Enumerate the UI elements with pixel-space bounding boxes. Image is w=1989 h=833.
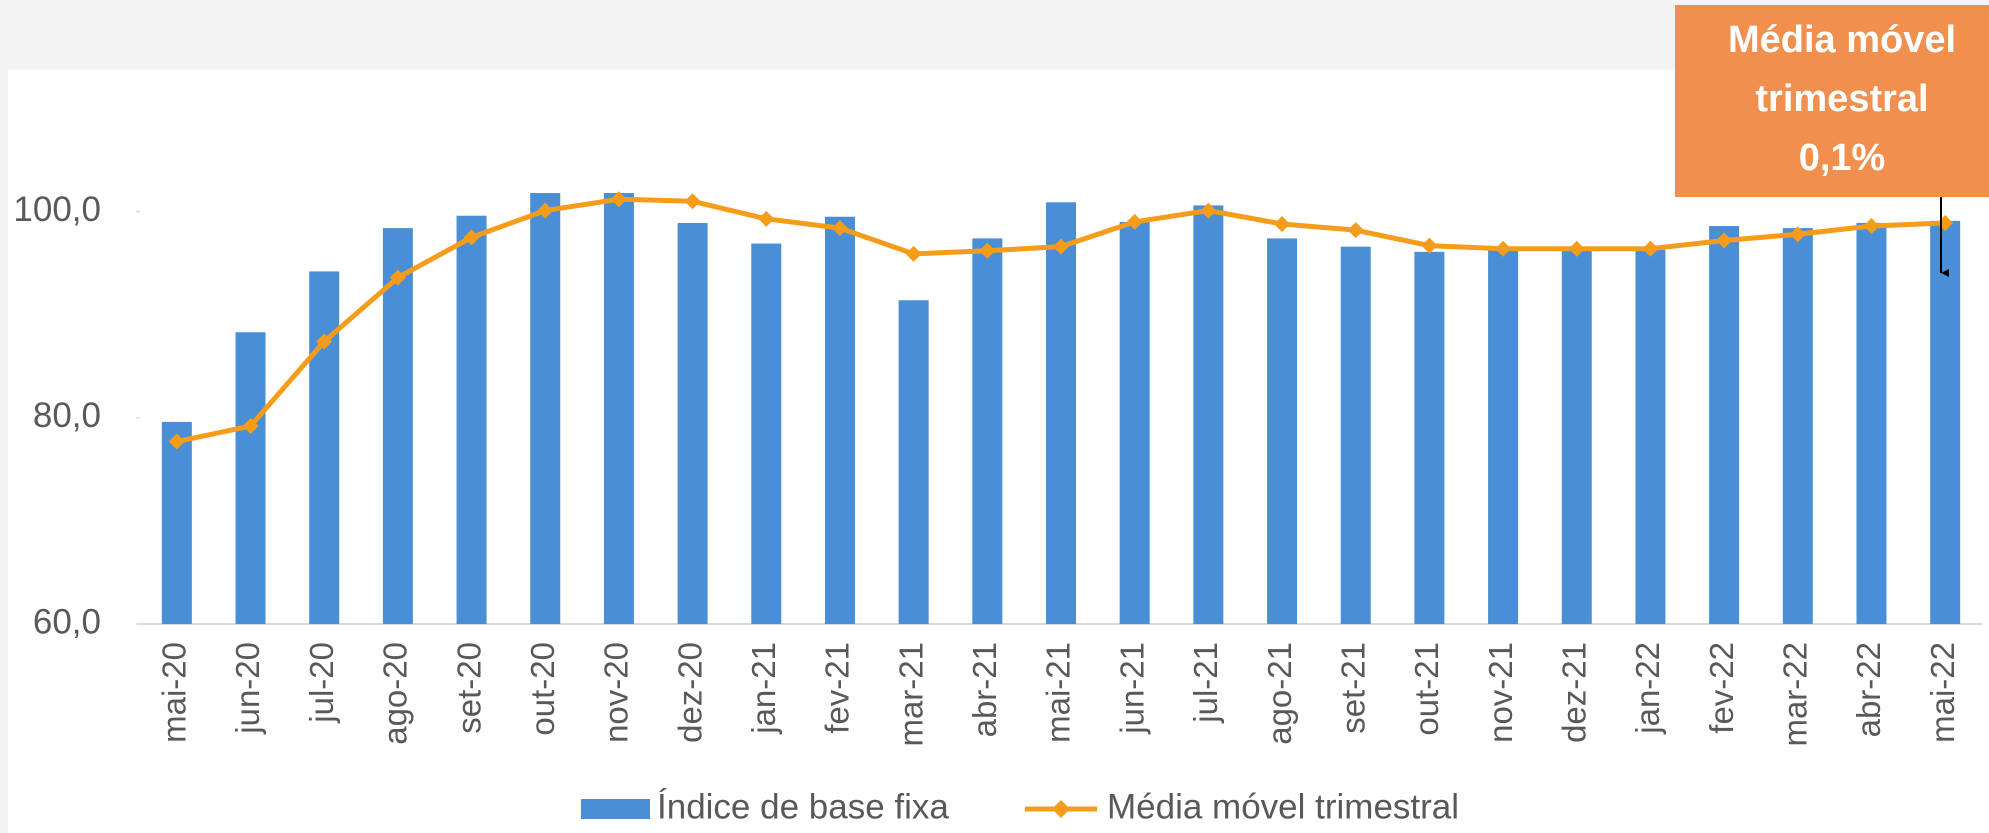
x-tick-label: out-20	[524, 642, 561, 736]
bar	[1635, 249, 1666, 624]
bar	[530, 193, 561, 625]
marker	[1421, 237, 1438, 254]
bar	[1930, 220, 1961, 624]
x-tick-label: jan-22	[1629, 642, 1666, 735]
annotation-text: trimestral	[1755, 78, 1928, 120]
bar	[1267, 238, 1298, 624]
marker	[463, 229, 480, 246]
marker	[1495, 240, 1512, 257]
legend-marker	[1052, 800, 1070, 818]
marker	[1789, 226, 1806, 243]
marker	[1200, 202, 1217, 219]
x-tick-label: nov-21	[1482, 642, 1519, 743]
y-tick-label: 80,0	[33, 396, 101, 435]
x-tick-label: mar-21	[892, 642, 929, 747]
bar	[382, 228, 413, 624]
marker	[242, 418, 259, 435]
marker	[389, 269, 406, 286]
y-tick-label: 100,0	[13, 190, 101, 229]
marker	[1568, 240, 1585, 257]
bar	[456, 215, 487, 624]
marker	[610, 191, 627, 208]
bar	[1856, 222, 1887, 625]
x-tick-label: dez-20	[671, 642, 708, 743]
x-tick-label: fev-21	[819, 642, 856, 734]
marker	[684, 193, 701, 210]
x-tick-label: jun-20	[229, 642, 266, 735]
legend-label: Média móvel trimestral	[1107, 787, 1459, 826]
x-tick-label: set-21	[1334, 642, 1371, 734]
marker	[905, 245, 922, 262]
marker	[1053, 238, 1069, 255]
x-tick-label: dez-21	[1555, 642, 1592, 743]
bar	[1340, 246, 1371, 625]
y-tick-label: 60,0	[33, 602, 101, 641]
marker	[1642, 240, 1659, 257]
bar	[309, 271, 340, 624]
bar	[1046, 202, 1076, 625]
marker	[758, 210, 775, 227]
bar	[161, 421, 192, 624]
marker	[1274, 215, 1291, 232]
bar	[751, 243, 782, 624]
bar	[603, 193, 634, 625]
x-tick-label: jul-20	[303, 642, 340, 724]
x-tick-label: mai-22	[1924, 642, 1961, 743]
bar	[824, 216, 855, 624]
legend-swatch	[581, 799, 650, 819]
x-tick-label: mar-22	[1777, 642, 1814, 747]
bar	[972, 238, 1003, 624]
marker	[979, 242, 996, 259]
marker	[1126, 213, 1143, 230]
marker	[831, 220, 848, 237]
bar	[1119, 221, 1150, 624]
marker	[1716, 232, 1733, 249]
bar	[1193, 205, 1224, 624]
x-tick-label: set-20	[450, 642, 487, 734]
annotation-box	[1675, 5, 1989, 197]
x-tick-label: mai-21	[1040, 642, 1077, 743]
x-tick-label: jan-21	[745, 642, 782, 735]
x-tick-label: abr-22	[1850, 642, 1887, 737]
x-tick-label: mai-20	[156, 642, 193, 743]
legend-label: Índice de base fixa	[657, 787, 949, 826]
x-tick-label: ago-21	[1261, 642, 1298, 745]
bar	[1414, 251, 1445, 624]
bar	[1561, 249, 1592, 624]
x-tick-label: jul-21	[1187, 642, 1224, 724]
x-tick-label: out-21	[1408, 642, 1445, 736]
bar	[898, 300, 929, 624]
marker	[1863, 218, 1880, 235]
bar	[1782, 228, 1813, 624]
marker	[1347, 222, 1364, 239]
x-tick-label: fev-22	[1703, 642, 1740, 734]
bar	[235, 332, 266, 624]
x-tick-label: abr-21	[966, 642, 1003, 737]
bar	[1709, 226, 1740, 624]
bar	[1488, 249, 1519, 624]
x-tick-label: nov-20	[598, 642, 635, 743]
marker	[316, 333, 333, 350]
marker	[537, 202, 554, 219]
annotation-text: 0,1%	[1799, 137, 1886, 179]
x-tick-label: jun-21	[1113, 642, 1150, 735]
x-tick-label: ago-20	[377, 642, 414, 745]
bar	[677, 222, 708, 625]
marker	[168, 433, 185, 450]
annotation-text: Média móvel	[1728, 19, 1956, 61]
